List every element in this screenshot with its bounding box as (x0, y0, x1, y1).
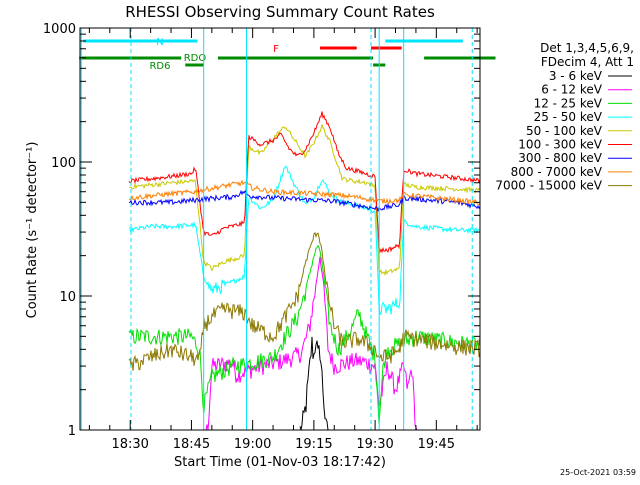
x-tick-label-0: 18:30 (111, 437, 148, 452)
legend-label-6: 300 - 800 keV (518, 151, 602, 165)
y-tick-label-3: 1000 (43, 22, 76, 37)
series-line-7 (128, 179, 481, 206)
y-tick-label-1: 10 (59, 290, 76, 305)
series-line-4 (128, 124, 481, 277)
series-line-3 (128, 165, 481, 316)
x-tick-label-1: 18:45 (173, 437, 210, 452)
x-tick-label-4: 19:30 (356, 437, 393, 452)
x-tick-label-2: 19:00 (234, 437, 271, 452)
x-axis-label: Start Time (01-Nov-03 18:17:42) (174, 455, 386, 470)
chart-title: RHESSI Observing Summary Count Rates (125, 3, 435, 21)
legend: Det 1,3,4,5,6,9, FDecim 4, Att 1 3 - 6 k… (495, 41, 634, 193)
legend-label-4: 50 - 100 keV (526, 124, 603, 138)
legend-label-2: 12 - 25 keV (534, 96, 603, 110)
x-tick-label-3: 19:15 (295, 437, 332, 452)
flag-label-rdo: RDO (184, 53, 207, 64)
plot-area: N F RDO RD6 1 10 100 1000 18:30 18:45 19:00 19:15 19… (43, 22, 496, 452)
flag-label-rd6: RD6 (149, 61, 170, 72)
series-line-6 (128, 189, 481, 213)
legend-header-line-2: FDecim 4, Att 1 (541, 55, 634, 69)
series-line-8 (128, 231, 481, 371)
flag-label-n: N (156, 37, 163, 48)
y-tick-label-2: 100 (51, 156, 76, 171)
y-tick-label-0: 1 (68, 424, 76, 439)
legend-label-3: 25 - 50 keV (534, 110, 603, 124)
series-line-2 (128, 244, 481, 424)
flag-label-f: F (273, 44, 279, 55)
plot-frame (79, 27, 481, 431)
legend-label-0: 3 - 6 keV (549, 69, 603, 83)
legend-label-5: 100 - 300 keV (518, 138, 602, 152)
y-axis-label: Count Rate (s⁻¹ detector⁻¹) (25, 142, 40, 319)
series-line-5 (128, 111, 481, 254)
legend-label-8: 7000 - 15000 keV (495, 179, 602, 193)
series-line-1 (205, 256, 418, 431)
legend-label-1: 6 - 12 keV (541, 83, 603, 97)
legend-header-line-1: Det 1,3,4,5,6,9, (540, 41, 634, 55)
legend-label-7: 800 - 7000 keV (511, 165, 603, 179)
series-line-0 (299, 336, 329, 431)
timestamp: 25-Oct-2021 03:59 (560, 468, 636, 477)
x-tick-label-5: 19:45 (418, 437, 455, 452)
